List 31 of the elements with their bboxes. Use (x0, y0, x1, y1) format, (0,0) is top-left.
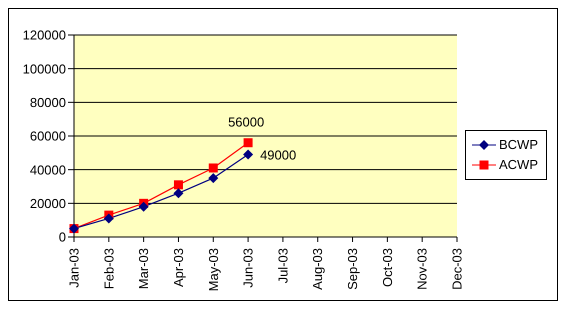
point (208, 163, 218, 172)
y-tick-label: 0 (58, 230, 66, 245)
x-tick-label: Jan-03 (66, 248, 82, 288)
point (138, 202, 149, 212)
x-tick-label: Mar-03 (136, 248, 152, 290)
x-tick-label: Dec-03 (450, 248, 464, 290)
legend-label: ACWP (499, 156, 538, 174)
x-tick-label: Apr-03 (170, 248, 186, 288)
point (104, 213, 114, 224)
y-tick-label: 40000 (30, 162, 66, 178)
x-tick-label: Jun-03 (240, 248, 256, 288)
point (243, 150, 254, 160)
x-tick-label: Nov-03 (414, 248, 430, 290)
y-tick-label: 120000 (22, 28, 66, 43)
data-label: 56000 (228, 114, 264, 130)
x-tick-label: Sep-03 (345, 248, 360, 290)
y-tick-label: 60000 (30, 128, 66, 144)
y-tick-label: 100000 (22, 61, 66, 76)
x-tick-label: Oct-03 (380, 248, 395, 288)
point (244, 138, 253, 148)
point (208, 173, 218, 184)
data-label: 49000 (260, 148, 296, 163)
y-tick-label: 20000 (30, 196, 66, 211)
x-tick-label: Jul-03 (275, 248, 290, 284)
x-tick-label: May-03 (206, 248, 221, 292)
x-tick-label: Feb-03 (101, 248, 116, 290)
y-tick-label: 80000 (30, 94, 66, 110)
point (173, 188, 184, 198)
x-tick-label: Aug-03 (310, 248, 326, 290)
legend-label: BCWP (499, 136, 538, 154)
point (174, 180, 183, 190)
